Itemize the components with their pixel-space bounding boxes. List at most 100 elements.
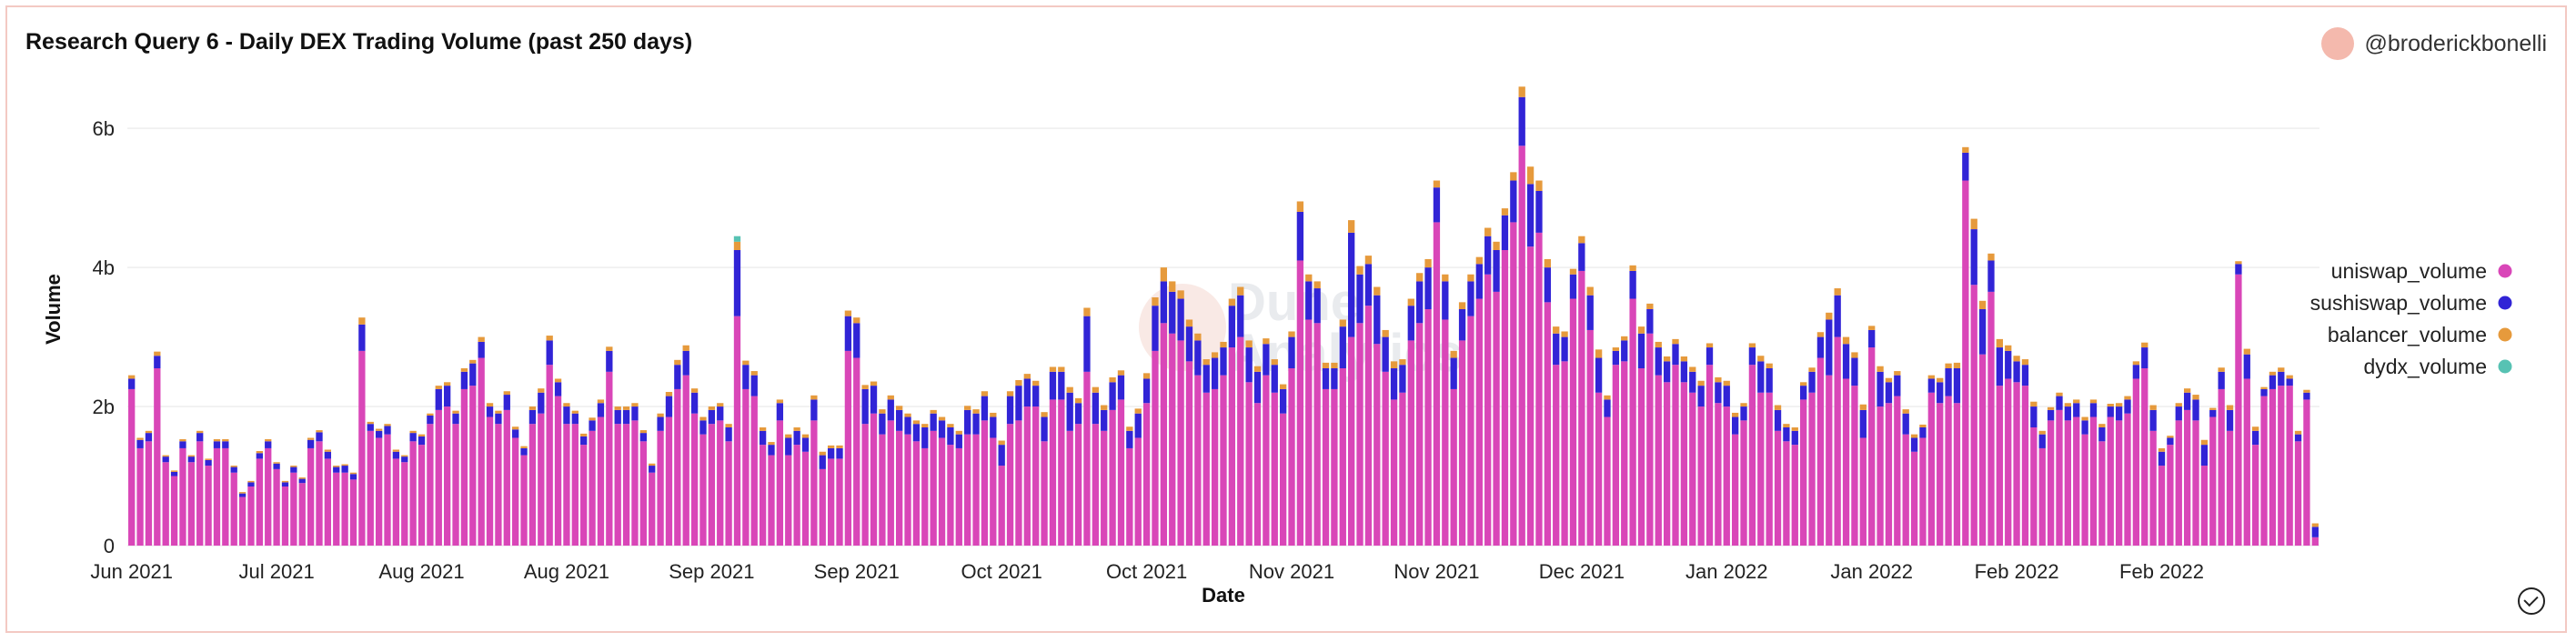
bar-segment-balancer_volume[interactable] bbox=[1902, 409, 1909, 414]
bar-segment-uniswap_volume[interactable] bbox=[512, 437, 519, 546]
bar-segment-sushiswap_volume[interactable] bbox=[998, 445, 1005, 466]
bar-segment-sushiswap_volume[interactable] bbox=[955, 434, 962, 448]
bar-segment-balancer_volume[interactable] bbox=[1970, 218, 1977, 230]
bar-segment-balancer_volume[interactable] bbox=[2183, 388, 2191, 393]
bar-segment-balancer_volume[interactable] bbox=[1978, 300, 1987, 309]
bar-segment-sushiswap_volume[interactable] bbox=[597, 403, 605, 417]
bar-segment-sushiswap_volume[interactable] bbox=[580, 436, 588, 446]
bar-segment-uniswap_volume[interactable] bbox=[1074, 424, 1082, 546]
bar-segment-uniswap_volume[interactable] bbox=[1834, 336, 1841, 546]
bar-segment-uniswap_volume[interactable] bbox=[1885, 403, 1893, 546]
bar-segment-uniswap_volume[interactable] bbox=[750, 396, 758, 546]
bar-segment-uniswap_volume[interactable] bbox=[1305, 319, 1313, 546]
bar-segment-uniswap_volume[interactable] bbox=[452, 424, 459, 546]
bar-segment-uniswap_volume[interactable] bbox=[1211, 388, 1219, 546]
bar-segment-sushiswap_volume[interactable] bbox=[2141, 347, 2148, 368]
bar-segment-uniswap_volume[interactable] bbox=[1374, 344, 1381, 546]
legend-label-dydx_volume[interactable]: dydx_volume bbox=[2363, 355, 2487, 378]
bar-segment-sushiswap_volume[interactable] bbox=[631, 406, 639, 421]
bar-segment-uniswap_volume[interactable] bbox=[1987, 291, 1995, 546]
bar-segment-sushiswap_volume[interactable] bbox=[2243, 354, 2250, 379]
bar-segment-sushiswap_volume[interactable] bbox=[1970, 229, 1977, 286]
bar-segment-sushiswap_volume[interactable] bbox=[128, 378, 136, 389]
bar-segment-sushiswap_volume[interactable] bbox=[265, 441, 272, 448]
legend-label-balancer_volume[interactable]: balancer_volume bbox=[2328, 323, 2487, 346]
bar-segment-balancer_volume[interactable] bbox=[622, 406, 630, 410]
bar-segment-sushiswap_volume[interactable] bbox=[478, 341, 485, 358]
bar-segment-sushiswap_volume[interactable] bbox=[298, 478, 306, 484]
bar-segment-balancer_volume[interactable] bbox=[1885, 377, 1893, 383]
bar-segment-balancer_volume[interactable] bbox=[1117, 370, 1125, 376]
bar-segment-sushiswap_volume[interactable] bbox=[1083, 316, 1091, 372]
bar-segment-uniswap_volume[interactable] bbox=[1331, 388, 1338, 546]
bar-segment-uniswap_volume[interactable] bbox=[2294, 441, 2302, 546]
bar-segment-uniswap_volume[interactable] bbox=[1723, 406, 1730, 546]
bar-segment-sushiswap_volume[interactable] bbox=[375, 430, 383, 438]
bar-segment-sushiswap_volume[interactable] bbox=[622, 409, 630, 425]
bar-segment-sushiswap_volume[interactable] bbox=[1800, 386, 1807, 400]
bar-segment-uniswap_volume[interactable] bbox=[665, 416, 673, 546]
bar-segment-sushiswap_volume[interactable] bbox=[1851, 357, 1858, 386]
bar-segment-sushiswap_volume[interactable] bbox=[665, 396, 673, 417]
bar-segment-balancer_volume[interactable] bbox=[580, 433, 588, 436]
bar-segment-balancer_volume[interactable] bbox=[631, 403, 639, 407]
bar-segment-balancer_volume[interactable] bbox=[179, 439, 186, 442]
bar-segment-balancer_volume[interactable] bbox=[964, 406, 971, 410]
bar-segment-sushiswap_volume[interactable] bbox=[1706, 347, 1714, 366]
bar-segment-uniswap_volume[interactable] bbox=[1364, 306, 1373, 546]
bar-segment-balancer_volume[interactable] bbox=[785, 434, 792, 438]
bar-segment-balancer_volume[interactable] bbox=[1356, 266, 1363, 275]
bar-segment-sushiswap_volume[interactable] bbox=[2005, 350, 2012, 379]
bar-segment-balancer_volume[interactable] bbox=[1501, 208, 1509, 216]
bar-segment-uniswap_volume[interactable] bbox=[631, 420, 639, 546]
bar-segment-balancer_volume[interactable] bbox=[1987, 253, 1995, 261]
bar-segment-balancer_volume[interactable] bbox=[1894, 371, 1901, 376]
bar-segment-sushiswap_volume[interactable] bbox=[2115, 406, 2123, 421]
bar-segment-balancer_volume[interactable] bbox=[1271, 359, 1278, 366]
bar-segment-balancer_volume[interactable] bbox=[1578, 236, 1585, 244]
bar-segment-sushiswap_volume[interactable] bbox=[1458, 309, 1466, 341]
bar-segment-balancer_volume[interactable] bbox=[1364, 256, 1373, 265]
bar-segment-uniswap_volume[interactable] bbox=[955, 447, 962, 546]
bar-segment-uniswap_volume[interactable] bbox=[1757, 392, 1765, 546]
bar-segment-sushiswap_volume[interactable] bbox=[230, 466, 237, 473]
bar-segment-sushiswap_volume[interactable] bbox=[2218, 371, 2225, 389]
bar-segment-balancer_volume[interactable] bbox=[844, 310, 852, 316]
bar-segment-balancer_volume[interactable] bbox=[1646, 303, 1654, 309]
bar-segment-sushiswap_volume[interactable] bbox=[1987, 260, 1995, 292]
bar-segment-sushiswap_volume[interactable] bbox=[938, 420, 946, 438]
bar-segment-balancer_volume[interactable] bbox=[384, 424, 391, 426]
bar-segment-uniswap_volume[interactable] bbox=[870, 413, 878, 546]
bar-segment-sushiswap_volume[interactable] bbox=[1364, 264, 1373, 306]
bar-segment-uniswap_volume[interactable] bbox=[759, 445, 767, 546]
bar-segment-uniswap_volume[interactable] bbox=[2269, 388, 2277, 546]
bar-segment-sushiswap_volume[interactable] bbox=[187, 456, 195, 463]
bar-segment-sushiswap_volume[interactable] bbox=[853, 323, 860, 358]
bar-segment-uniswap_volume[interactable] bbox=[981, 420, 989, 546]
bar-segment-sushiswap_volume[interactable] bbox=[1629, 270, 1636, 299]
bar-segment-sushiswap_volume[interactable] bbox=[990, 416, 997, 438]
bar-segment-sushiswap_volume[interactable] bbox=[690, 392, 699, 414]
bar-segment-uniswap_volume[interactable] bbox=[384, 434, 391, 546]
bar-segment-uniswap_volume[interactable] bbox=[1006, 424, 1014, 546]
bar-segment-balancer_volume[interactable] bbox=[801, 434, 810, 438]
bar-segment-sushiswap_volume[interactable] bbox=[2158, 451, 2166, 466]
bar-segment-sushiswap_volume[interactable] bbox=[1953, 368, 1961, 404]
bar-segment-balancer_volume[interactable] bbox=[836, 445, 843, 448]
bar-segment-uniswap_volume[interactable] bbox=[1467, 316, 1474, 546]
bar-segment-balancer_volume[interactable] bbox=[2005, 345, 2012, 351]
bar-segment-uniswap_volume[interactable] bbox=[2175, 420, 2182, 546]
bar-segment-sushiswap_volume[interactable] bbox=[1715, 382, 1722, 404]
bar-segment-uniswap_volume[interactable] bbox=[358, 350, 366, 546]
bar-segment-balancer_volume[interactable] bbox=[2243, 348, 2250, 355]
bar-segment-sushiswap_volume[interactable] bbox=[273, 463, 280, 469]
bar-segment-sushiswap_volume[interactable] bbox=[1177, 298, 1184, 341]
bar-segment-sushiswap_volume[interactable] bbox=[879, 413, 886, 435]
bar-segment-uniswap_volume[interactable] bbox=[1253, 403, 1262, 546]
bar-segment-sushiswap_volume[interactable] bbox=[1621, 340, 1628, 362]
bar-segment-uniswap_volume[interactable] bbox=[1032, 406, 1040, 546]
bar-segment-sushiswap_volume[interactable] bbox=[1766, 368, 1773, 393]
bar-segment-balancer_volume[interactable] bbox=[2200, 439, 2209, 446]
bar-segment-sushiswap_volume[interactable] bbox=[1493, 250, 1500, 292]
bar-segment-sushiswap_volume[interactable] bbox=[1220, 347, 1227, 376]
